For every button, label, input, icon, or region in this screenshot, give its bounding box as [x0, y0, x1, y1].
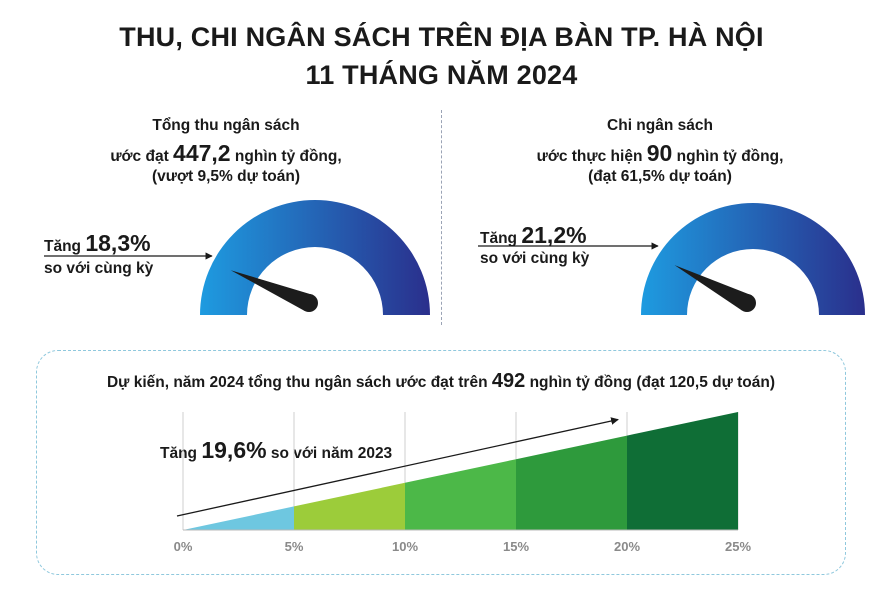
x-tick-label: 20%: [614, 539, 640, 554]
forecast-prefix: Dự kiến, năm 2024 tổng thu ngân sách ước…: [106, 374, 488, 391]
expenditure-heading: Chi ngân sách: [607, 117, 713, 134]
gauge-needle: [674, 265, 752, 311]
column-divider: [441, 110, 442, 325]
gauge-needle-hub: [738, 294, 756, 312]
area-band: [183, 506, 294, 530]
forecast-growth-value: 19,6%: [201, 437, 267, 463]
revenue-line: ước đạt 447,2 nghìn tỷ đồng,: [20, 140, 432, 167]
forecast-suffix: nghìn tỷ đồng (đạt 120,5 dự toán): [529, 374, 776, 391]
revenue-growth: Tăng 18,3%: [44, 230, 151, 257]
expenditure-growth-prefix: Tăng: [480, 230, 518, 247]
forecast-line: Dự kiến, năm 2024 tổng thu ngân sách ước…: [36, 370, 846, 393]
area-band: [627, 412, 738, 530]
revenue-heading: Tổng thu ngân sách: [152, 117, 300, 134]
area-band: [516, 435, 627, 530]
revenue-growth-suffix: so với cùng kỳ: [44, 260, 154, 277]
x-tick-label: 10%: [392, 539, 418, 554]
page-subtitle: 11 THÁNG NĂM 2024: [305, 60, 578, 90]
gauge-needle-hub: [300, 294, 318, 312]
expenditure-growth-suffix: so với cùng kỳ: [480, 250, 590, 267]
gauge-arc: [200, 200, 430, 315]
revenue-value: 447,2: [173, 140, 231, 166]
forecast-value: 492: [491, 370, 526, 392]
x-tick-label: 0%: [174, 539, 193, 554]
gauge-needle: [230, 270, 314, 311]
page-title: THU, CHI NGÂN SÁCH TRÊN ĐỊA BÀN TP. HÀ N…: [119, 22, 764, 52]
x-tick-label: 15%: [503, 539, 529, 554]
expenditure-growth-value: 21,2%: [521, 222, 587, 248]
area-band: [405, 459, 516, 530]
forecast-panel: [36, 350, 846, 575]
expenditure-growth: Tăng 21,2%: [480, 222, 587, 249]
forecast-growth-prefix: Tăng: [160, 445, 198, 462]
revenue-line-prefix: ước đạt: [110, 148, 169, 165]
revenue-line-suffix: nghìn tỷ đồng,: [234, 148, 342, 165]
revenue-note: (vượt 9,5% dự toán): [151, 168, 300, 185]
expenditure-note: (đạt 61,5% dự toán): [588, 168, 732, 185]
expenditure-line: ước thực hiện 90 nghìn tỷ đồng,: [450, 140, 870, 167]
expenditure-value: 90: [646, 140, 673, 166]
gauge-arc: [641, 203, 865, 315]
revenue-growth-value: 18,3%: [85, 230, 151, 256]
forecast-growth: Tăng 19,6% so với năm 2023: [160, 437, 392, 464]
forecast-growth-suffix: so với năm 2023: [270, 445, 393, 462]
expenditure-line-prefix: ước thực hiện: [536, 148, 643, 165]
expenditure-line-suffix: nghìn tỷ đồng,: [676, 148, 784, 165]
revenue-growth-prefix: Tăng: [44, 238, 82, 255]
area-band: [294, 482, 405, 530]
x-tick-label: 25%: [725, 539, 751, 554]
forecast-growth-arrow: [176, 417, 619, 517]
x-tick-label: 5%: [285, 539, 304, 554]
